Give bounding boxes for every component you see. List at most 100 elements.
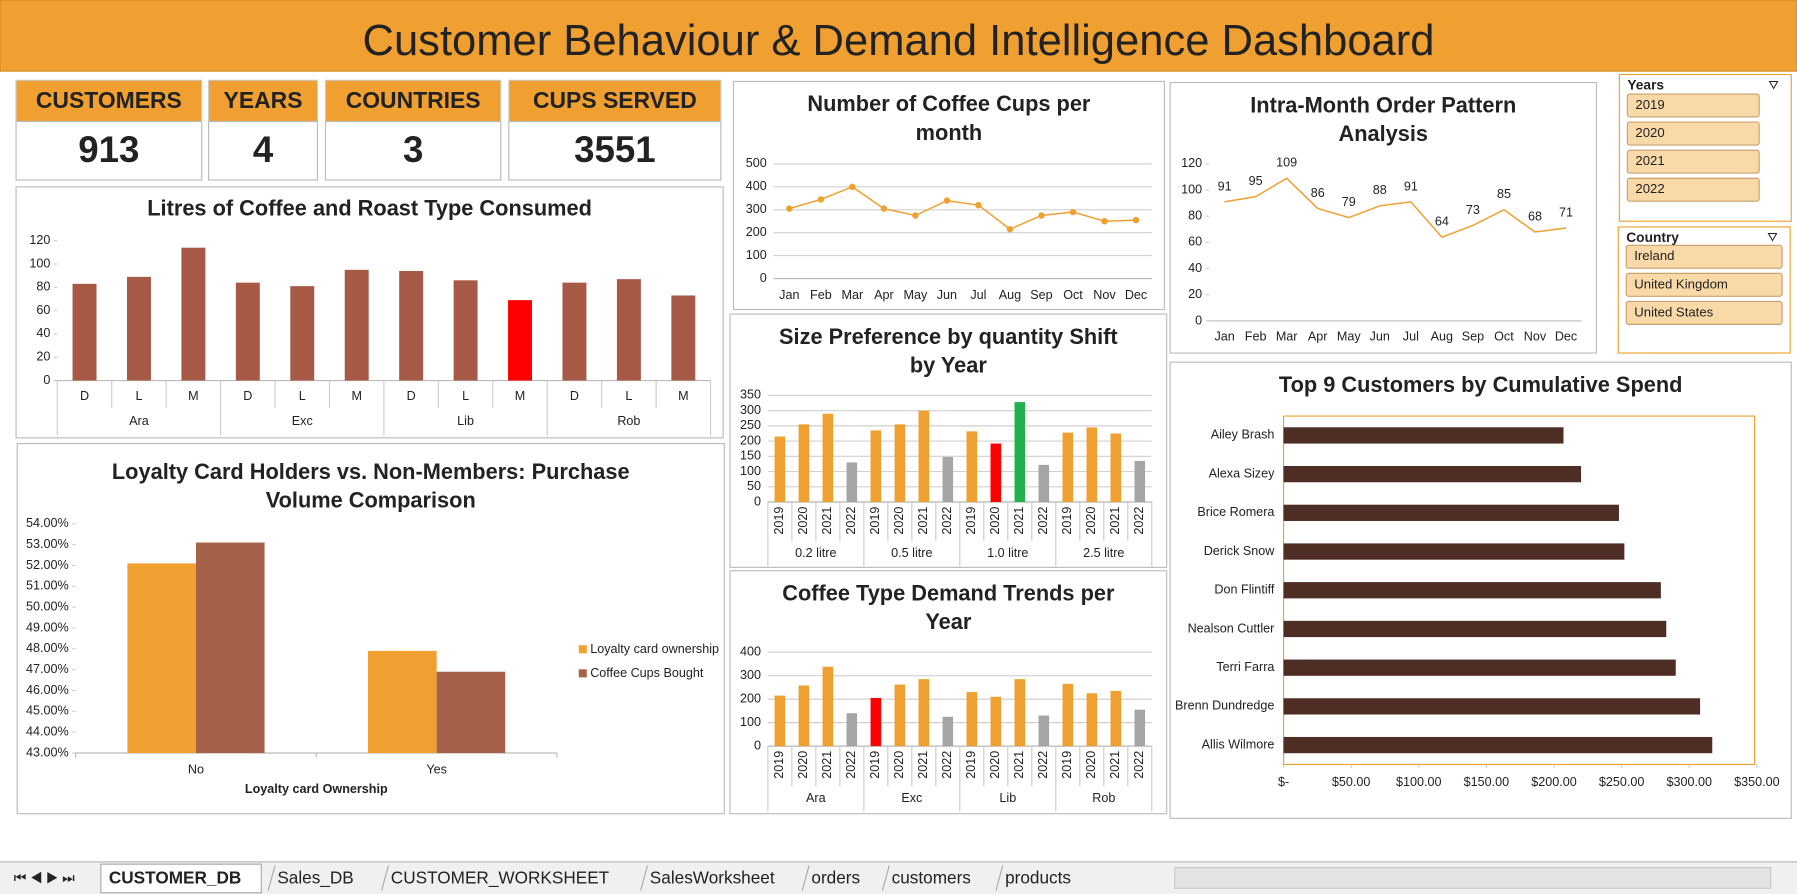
bar xyxy=(1283,543,1625,560)
bar xyxy=(918,410,930,503)
x-tick-label: 2021 xyxy=(820,751,834,779)
slicer-item[interactable]: Ireland xyxy=(1634,248,1674,263)
bar xyxy=(1283,620,1667,638)
bar xyxy=(798,424,810,503)
h-scrollbar[interactable] xyxy=(1174,867,1772,889)
x-tick-label: Sep xyxy=(1030,288,1052,302)
y-tick-label: 0 xyxy=(754,494,761,508)
slicer-item[interactable]: United States xyxy=(1634,304,1713,319)
sheet-tab[interactable]: orders xyxy=(811,868,860,888)
bar xyxy=(1283,582,1661,599)
slicer-button[interactable] xyxy=(1626,149,1760,174)
tab-separator xyxy=(801,865,810,891)
x-tick-label: No xyxy=(188,763,204,777)
slicer-button[interactable] xyxy=(1626,121,1760,146)
kpi-label: CUSTOMERS xyxy=(36,87,182,113)
y-tick-label: Allis Wilmore xyxy=(1202,737,1275,751)
y-tick-label: 51.00% xyxy=(26,579,69,593)
x-tick-label: Yes xyxy=(426,763,447,777)
y-tick-label: 120 xyxy=(1181,156,1202,170)
y-tick-label: 50 xyxy=(747,479,761,493)
group-label: 0.5 litre xyxy=(891,546,932,560)
data-label: 95 xyxy=(1249,174,1263,188)
x-tick-label: Sep xyxy=(1462,329,1484,343)
x-tick-label: 2022 xyxy=(940,751,954,779)
sheet-tab[interactable]: Sales_DB xyxy=(277,868,353,888)
slicer-item[interactable]: 2021 xyxy=(1635,153,1664,168)
slicer-button[interactable] xyxy=(1626,177,1760,202)
y-tick-label: 45.00% xyxy=(26,704,69,718)
group-label: Lib xyxy=(999,791,1016,805)
x-tick-label: 2019 xyxy=(772,751,786,779)
bar xyxy=(966,692,978,747)
slicer-button[interactable] xyxy=(1625,244,1783,269)
x-tick-label: 2022 xyxy=(1132,507,1146,535)
x-axis-title: Loyalty card Ownership xyxy=(245,782,388,796)
kpi-label: COUNTRIES xyxy=(346,87,481,113)
bar xyxy=(181,247,206,381)
bar xyxy=(798,685,810,747)
x-tick-label: 2020 xyxy=(1084,751,1098,779)
sheet-tab[interactable]: SalesWorksheet xyxy=(650,868,775,888)
line-marker xyxy=(1006,226,1014,233)
slicer-item[interactable]: 2022 xyxy=(1635,181,1664,196)
group-label: 0.2 litre xyxy=(795,546,836,560)
slicer-title: Years xyxy=(1627,78,1664,93)
bar xyxy=(562,282,587,381)
x-tick-label: $300.00 xyxy=(1667,775,1713,789)
sheet-tab[interactable]: CUSTOMER_WORKSHEET xyxy=(391,868,610,888)
bar xyxy=(127,563,196,753)
chart-panel xyxy=(732,80,1165,311)
x-tick-label: 2020 xyxy=(988,751,1002,779)
bar xyxy=(1014,679,1026,747)
y-tick-label: 200 xyxy=(740,433,761,447)
data-label: 73 xyxy=(1466,203,1480,217)
x-tick-label: L xyxy=(135,389,142,403)
line-marker xyxy=(1038,212,1045,219)
bar xyxy=(894,684,906,747)
chart-panel xyxy=(1169,81,1598,354)
x-tick-label: 2019 xyxy=(868,507,882,535)
x-tick-label: Nov xyxy=(1093,288,1116,302)
slicer-clear[interactable]: ⛛ xyxy=(1768,78,1779,92)
y-tick-label: 20 xyxy=(1188,287,1202,301)
sheet-tab[interactable]: products xyxy=(1005,868,1071,888)
sheet-tab[interactable]: CUSTOMER_DB xyxy=(109,868,241,888)
y-tick-label: 60 xyxy=(36,303,50,317)
sheet-tab[interactable]: customers xyxy=(892,868,971,888)
bar xyxy=(870,697,882,747)
kpi-value: 913 xyxy=(78,129,139,170)
y-tick-label: 50.00% xyxy=(26,599,69,613)
slicer-button[interactable] xyxy=(1625,300,1783,325)
tab-nav[interactable]: ⏮ ◀ ▶ ⏭ xyxy=(14,871,75,886)
x-tick-label: D xyxy=(407,389,416,403)
legend-swatch xyxy=(578,645,587,654)
bar xyxy=(846,462,858,503)
y-tick-label: 100 xyxy=(746,248,767,262)
y-tick-label: 0 xyxy=(754,738,761,752)
data-label: 85 xyxy=(1497,187,1511,201)
slicer-item[interactable]: United Kingdom xyxy=(1634,276,1728,291)
bar xyxy=(616,279,641,381)
chart-title: Size Preference by quantity Shift xyxy=(779,324,1118,349)
bar xyxy=(1110,433,1122,503)
slicer-item[interactable]: 2020 xyxy=(1635,125,1664,140)
x-tick-label: Jan xyxy=(779,288,799,302)
bar xyxy=(671,295,696,381)
x-tick-label: $- xyxy=(1278,775,1289,789)
x-tick-label: L xyxy=(625,389,632,403)
x-tick-label: Feb xyxy=(1245,329,1267,343)
y-tick-label: 200 xyxy=(746,225,767,239)
bar xyxy=(1283,504,1619,521)
slicer-clear[interactable]: ⛛ xyxy=(1767,231,1778,245)
y-tick-label: 300 xyxy=(746,202,767,216)
slicer-button[interactable] xyxy=(1625,272,1783,297)
x-tick-label: 2022 xyxy=(844,751,858,779)
y-tick-label: 120 xyxy=(29,233,50,247)
slicer-item[interactable]: 2019 xyxy=(1635,97,1664,112)
chart-title: Top 9 Customers by Cumulative Spend xyxy=(1279,372,1683,397)
header-band xyxy=(0,0,1797,72)
x-tick-label: $100.00 xyxy=(1396,775,1442,789)
x-tick-label: Apr xyxy=(874,288,894,302)
slicer-button[interactable] xyxy=(1626,93,1760,118)
